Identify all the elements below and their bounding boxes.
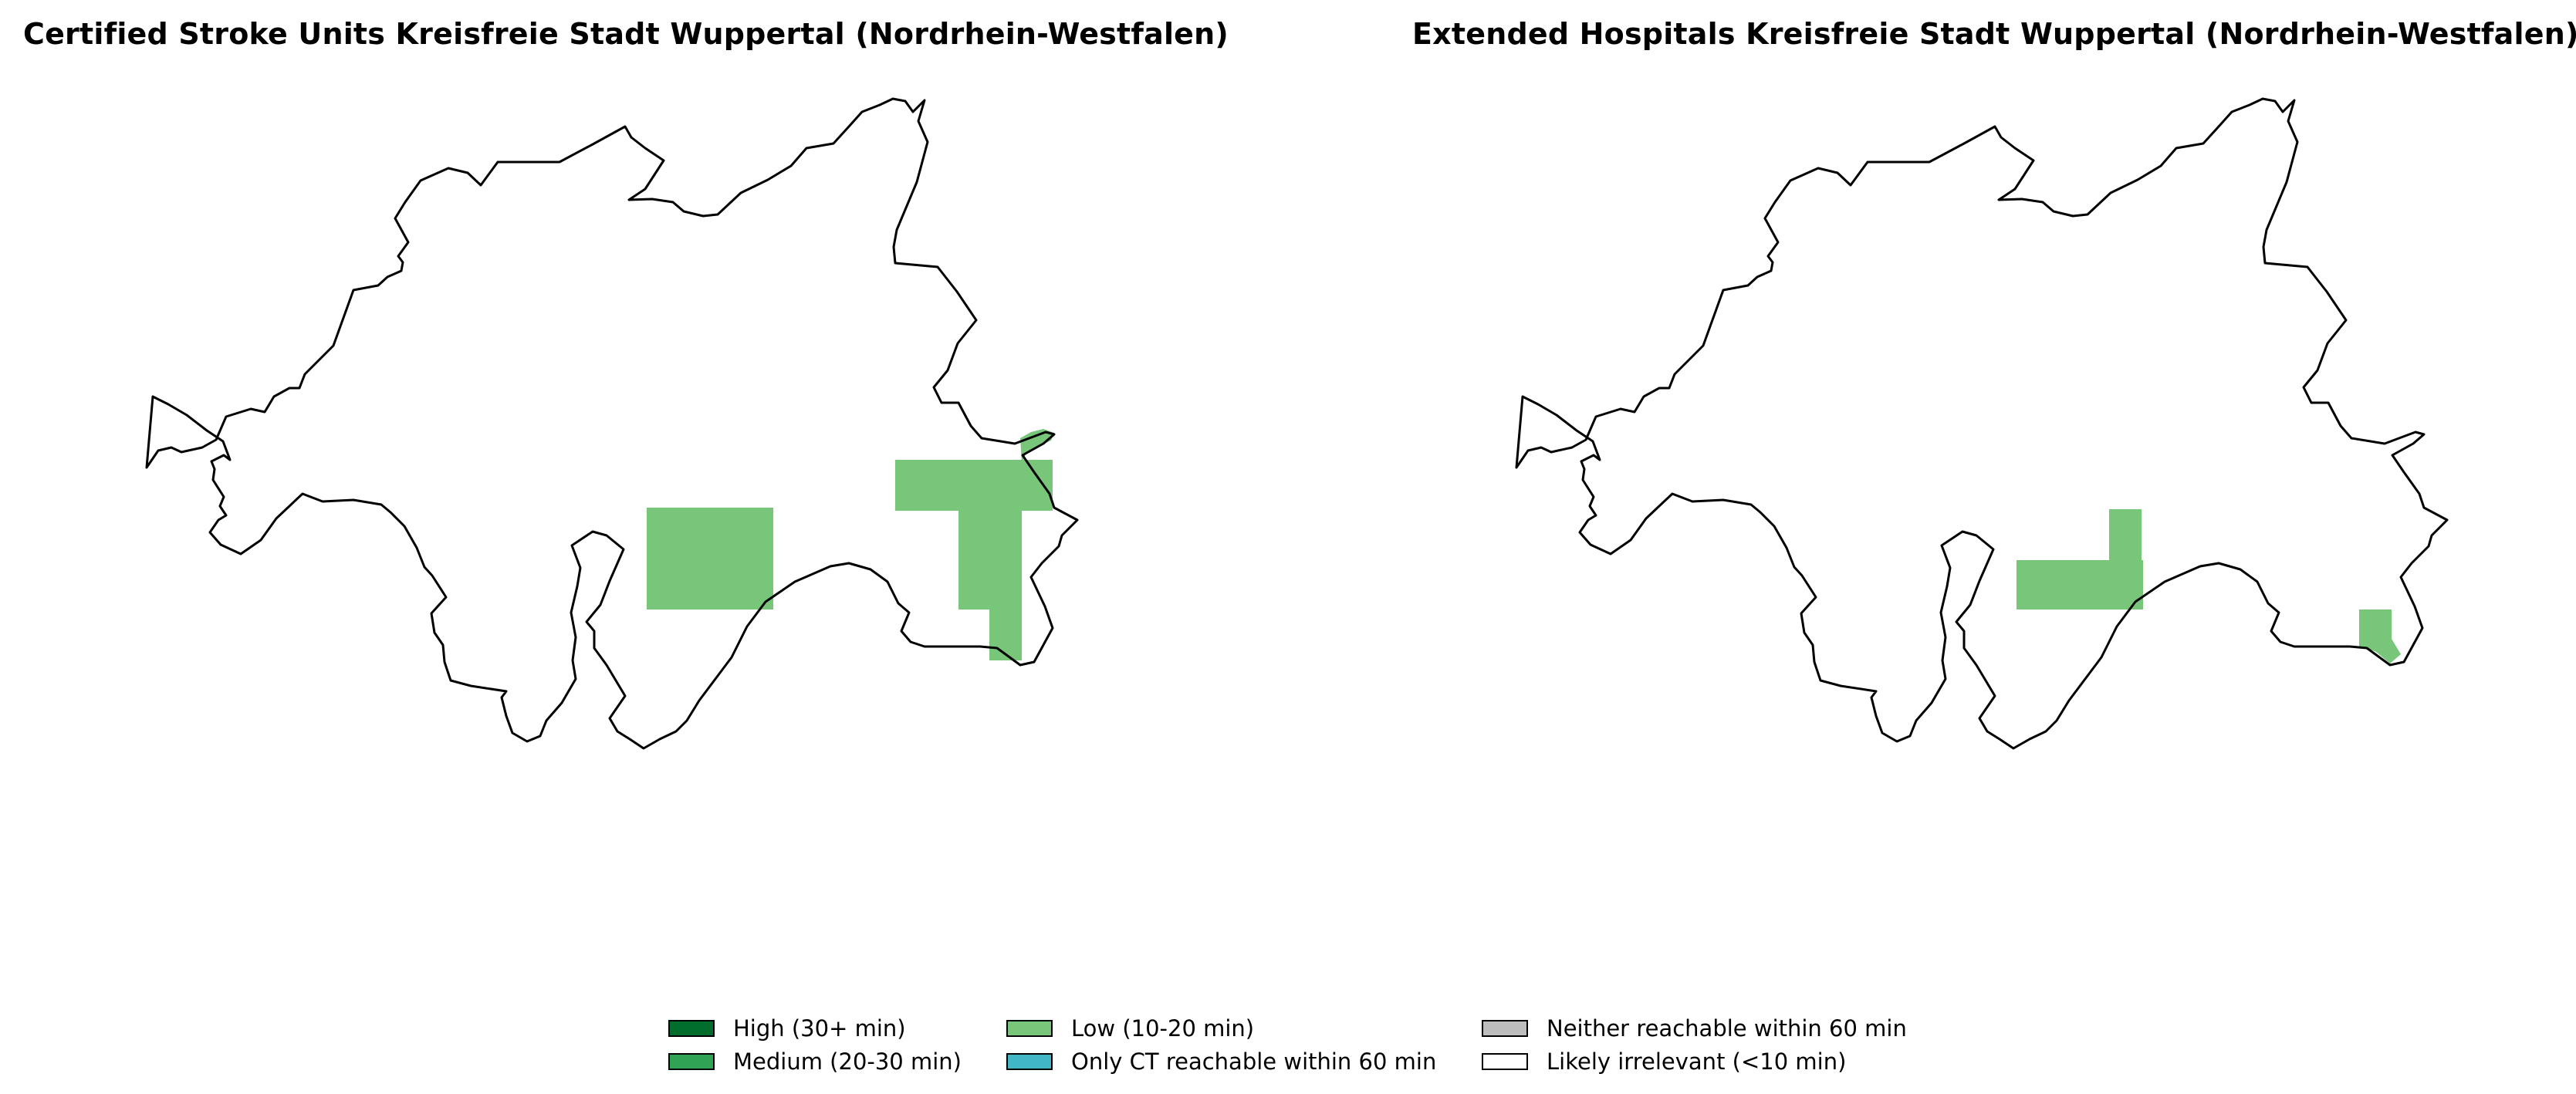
legend-item-medium: Medium (20-30 min) [668, 1046, 962, 1077]
legend-swatch-irrelevant [1482, 1053, 1528, 1070]
legend-label-low: Low (10-20 min) [1071, 1015, 1255, 1042]
coverage-cells-right [2017, 509, 2401, 663]
legend-item-neither: Neither reachable within 60 min [1482, 1013, 1907, 1044]
map-title-extended-hospitals: Extended Hospitals Kreisfreie Stadt Wupp… [1412, 17, 2576, 51]
legend-swatch-neither [1482, 1020, 1528, 1037]
legend-label-high: High (30+ min) [733, 1015, 906, 1042]
legend-label-ct-only: Only CT reachable within 60 min [1071, 1048, 1437, 1075]
region-outline-fill-left [147, 99, 1077, 748]
cell-low-right-c [2359, 609, 2401, 663]
map-extended-hospitals [1515, 97, 2449, 750]
legend-swatch-ct-only [1006, 1053, 1053, 1070]
legend-swatch-medium [668, 1053, 715, 1070]
legend-label-irrelevant: Likely irrelevant (<10 min) [1547, 1048, 1847, 1075]
legend-item-high: High (30+ min) [668, 1013, 906, 1044]
cell-low-left-b [739, 509, 772, 560]
legend-swatch-high [668, 1020, 715, 1037]
cell-low-left-e [989, 460, 1022, 660]
legend-label-medium: Medium (20-30 min) [733, 1048, 962, 1075]
legend-item-ct-only: Only CT reachable within 60 min [1006, 1046, 1436, 1077]
map-stroke-units [145, 97, 1079, 750]
map-title-stroke-units: Certified Stroke Units Kreisfreie Stadt … [23, 17, 1229, 51]
legend-label-neither: Neither reachable within 60 min [1547, 1015, 1907, 1042]
legend-item-irrelevant: Likely irrelevant (<10 min) [1482, 1046, 1846, 1077]
legend-item-low: Low (10-20 min) [1006, 1013, 1254, 1044]
cell-low-right-b [2109, 509, 2142, 609]
region-outline-fill-right [1516, 99, 2447, 748]
legend-swatch-low [1006, 1020, 1053, 1037]
